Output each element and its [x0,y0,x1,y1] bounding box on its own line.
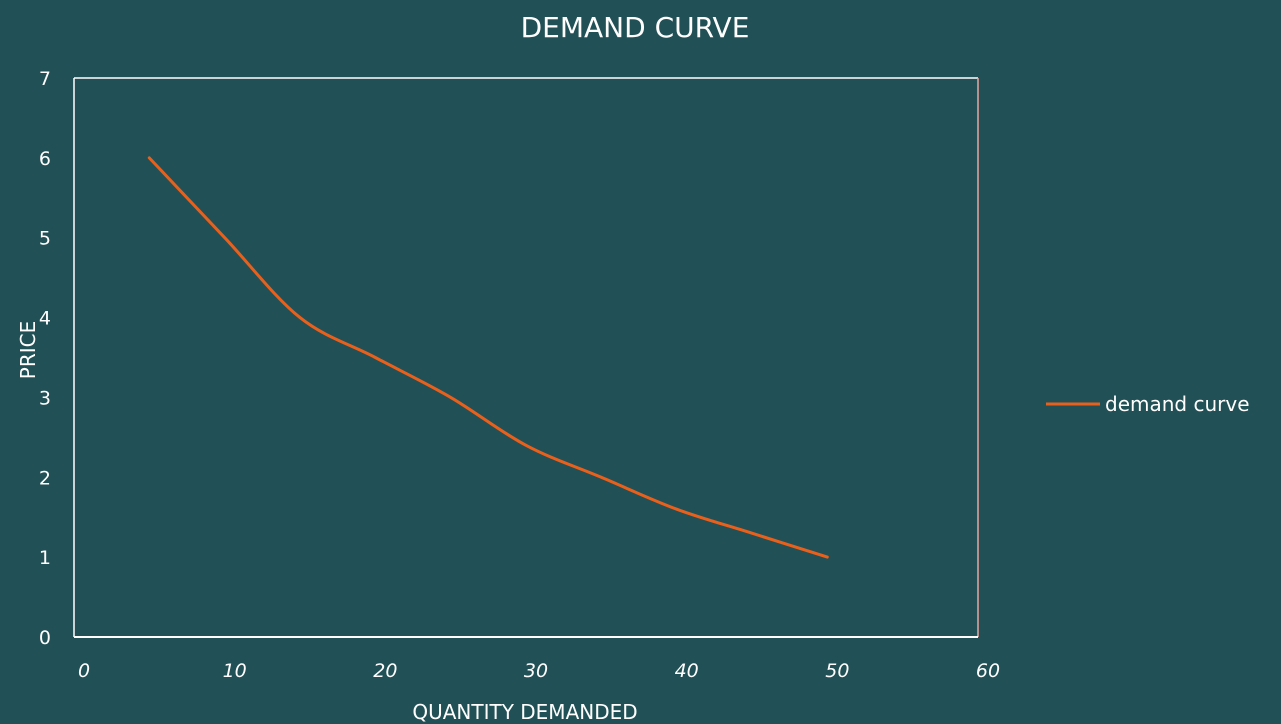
y-tick-label: 2 [39,467,51,489]
y-tick-label: 1 [39,547,51,569]
x-tick-label: 50 [825,660,849,682]
x-tick-label: 20 [373,660,397,682]
x-tick-label: 30 [524,660,548,682]
x-tick-label: 40 [675,660,699,682]
y-tick-label: 5 [39,228,51,250]
x-tick-label: 10 [223,660,247,682]
y-axis-title: PRICE [16,321,40,379]
x-axis-title: QUANTITY DEMANDED [412,700,637,724]
chart-title: DEMAND CURVE [521,11,750,44]
y-tick-label: 0 [39,627,51,649]
series-line-demand-curve [147,156,829,559]
y-axis-ticks: 0 1 2 3 4 5 6 7 [39,68,51,649]
x-tick-label: 60 [976,660,1000,682]
y-tick-label: 3 [39,387,51,409]
y-tick-label: 7 [39,68,51,90]
y-tick-label: 4 [39,308,51,330]
y-tick-label: 6 [39,148,51,170]
plot-area [73,77,979,638]
legend: demand curve [1046,392,1250,416]
legend-label-demand-curve: demand curve [1105,392,1250,416]
series-layer [147,156,829,559]
x-tick-label: 0 [78,660,90,682]
x-axis-ticks: 0 10 20 30 40 50 60 [78,660,1000,682]
